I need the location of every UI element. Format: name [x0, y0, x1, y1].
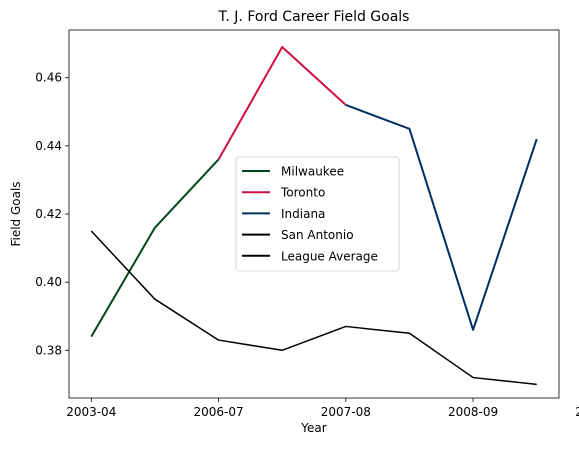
series-line-league-average [90, 230, 537, 386]
y-axis-title: Field Goals [9, 181, 23, 246]
series-layer [90, 46, 538, 386]
legend: Milwaukee Toronto Indiana San Antonio League… [235, 156, 400, 272]
x-axis-title: Year [300, 421, 326, 435]
chart-title: T. J. Ford Career Field Goals [218, 9, 410, 25]
series-line-toronto [217, 46, 347, 160]
y-tick-label: 0.38 [35, 343, 62, 357]
x-tick-label: 2003-04 [66, 405, 116, 419]
legend-box [235, 156, 400, 272]
legend-label: Milwaukee [281, 165, 344, 179]
y-tick-label: 0.44 [35, 139, 62, 153]
legend-label: Toronto [280, 186, 325, 200]
series-line-indiana [345, 104, 538, 331]
x-tick-label: 2008-09 [448, 405, 498, 419]
x-tick-label: 2006-07 [193, 405, 243, 419]
x-tick-label: 2010-11 [575, 405, 579, 419]
x-tick-label: 2007-08 [321, 405, 371, 419]
y-tick-label: 0.40 [35, 275, 62, 289]
series-line-milwaukee [90, 158, 220, 338]
legend-label: San Antonio [281, 228, 354, 242]
legend-label: Indiana [281, 207, 325, 221]
y-tick-label: 0.46 [35, 71, 62, 85]
y-axis: 0.38 0.40 0.42 0.44 0.46 [35, 71, 69, 357]
x-axis: 2003-04 2006-07 2007-08 2008-09 2010-11 [66, 398, 579, 419]
legend-label: League Average [281, 249, 378, 263]
y-tick-label: 0.42 [35, 207, 62, 221]
